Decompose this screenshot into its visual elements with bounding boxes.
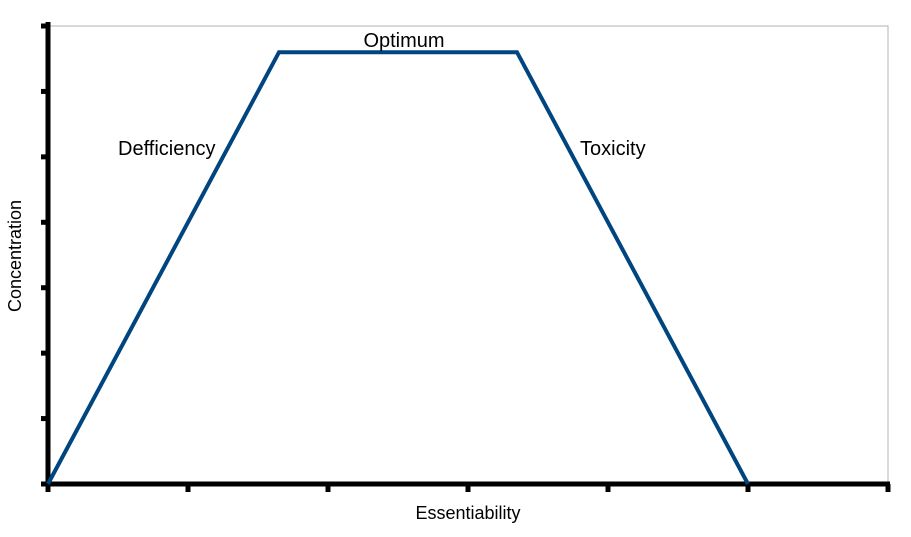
annotation-deficiency: Defficiency xyxy=(118,138,215,160)
series-line xyxy=(46,50,750,485)
x-axis-title: Essentiability xyxy=(415,503,520,523)
y-axis-ticks xyxy=(41,23,48,487)
plot-area-frame xyxy=(47,25,889,485)
annotation-toxicity: Toxicity xyxy=(580,138,646,160)
y-axis-title: Concentration xyxy=(5,200,25,312)
annotation-optimum: Optimum xyxy=(363,30,444,52)
